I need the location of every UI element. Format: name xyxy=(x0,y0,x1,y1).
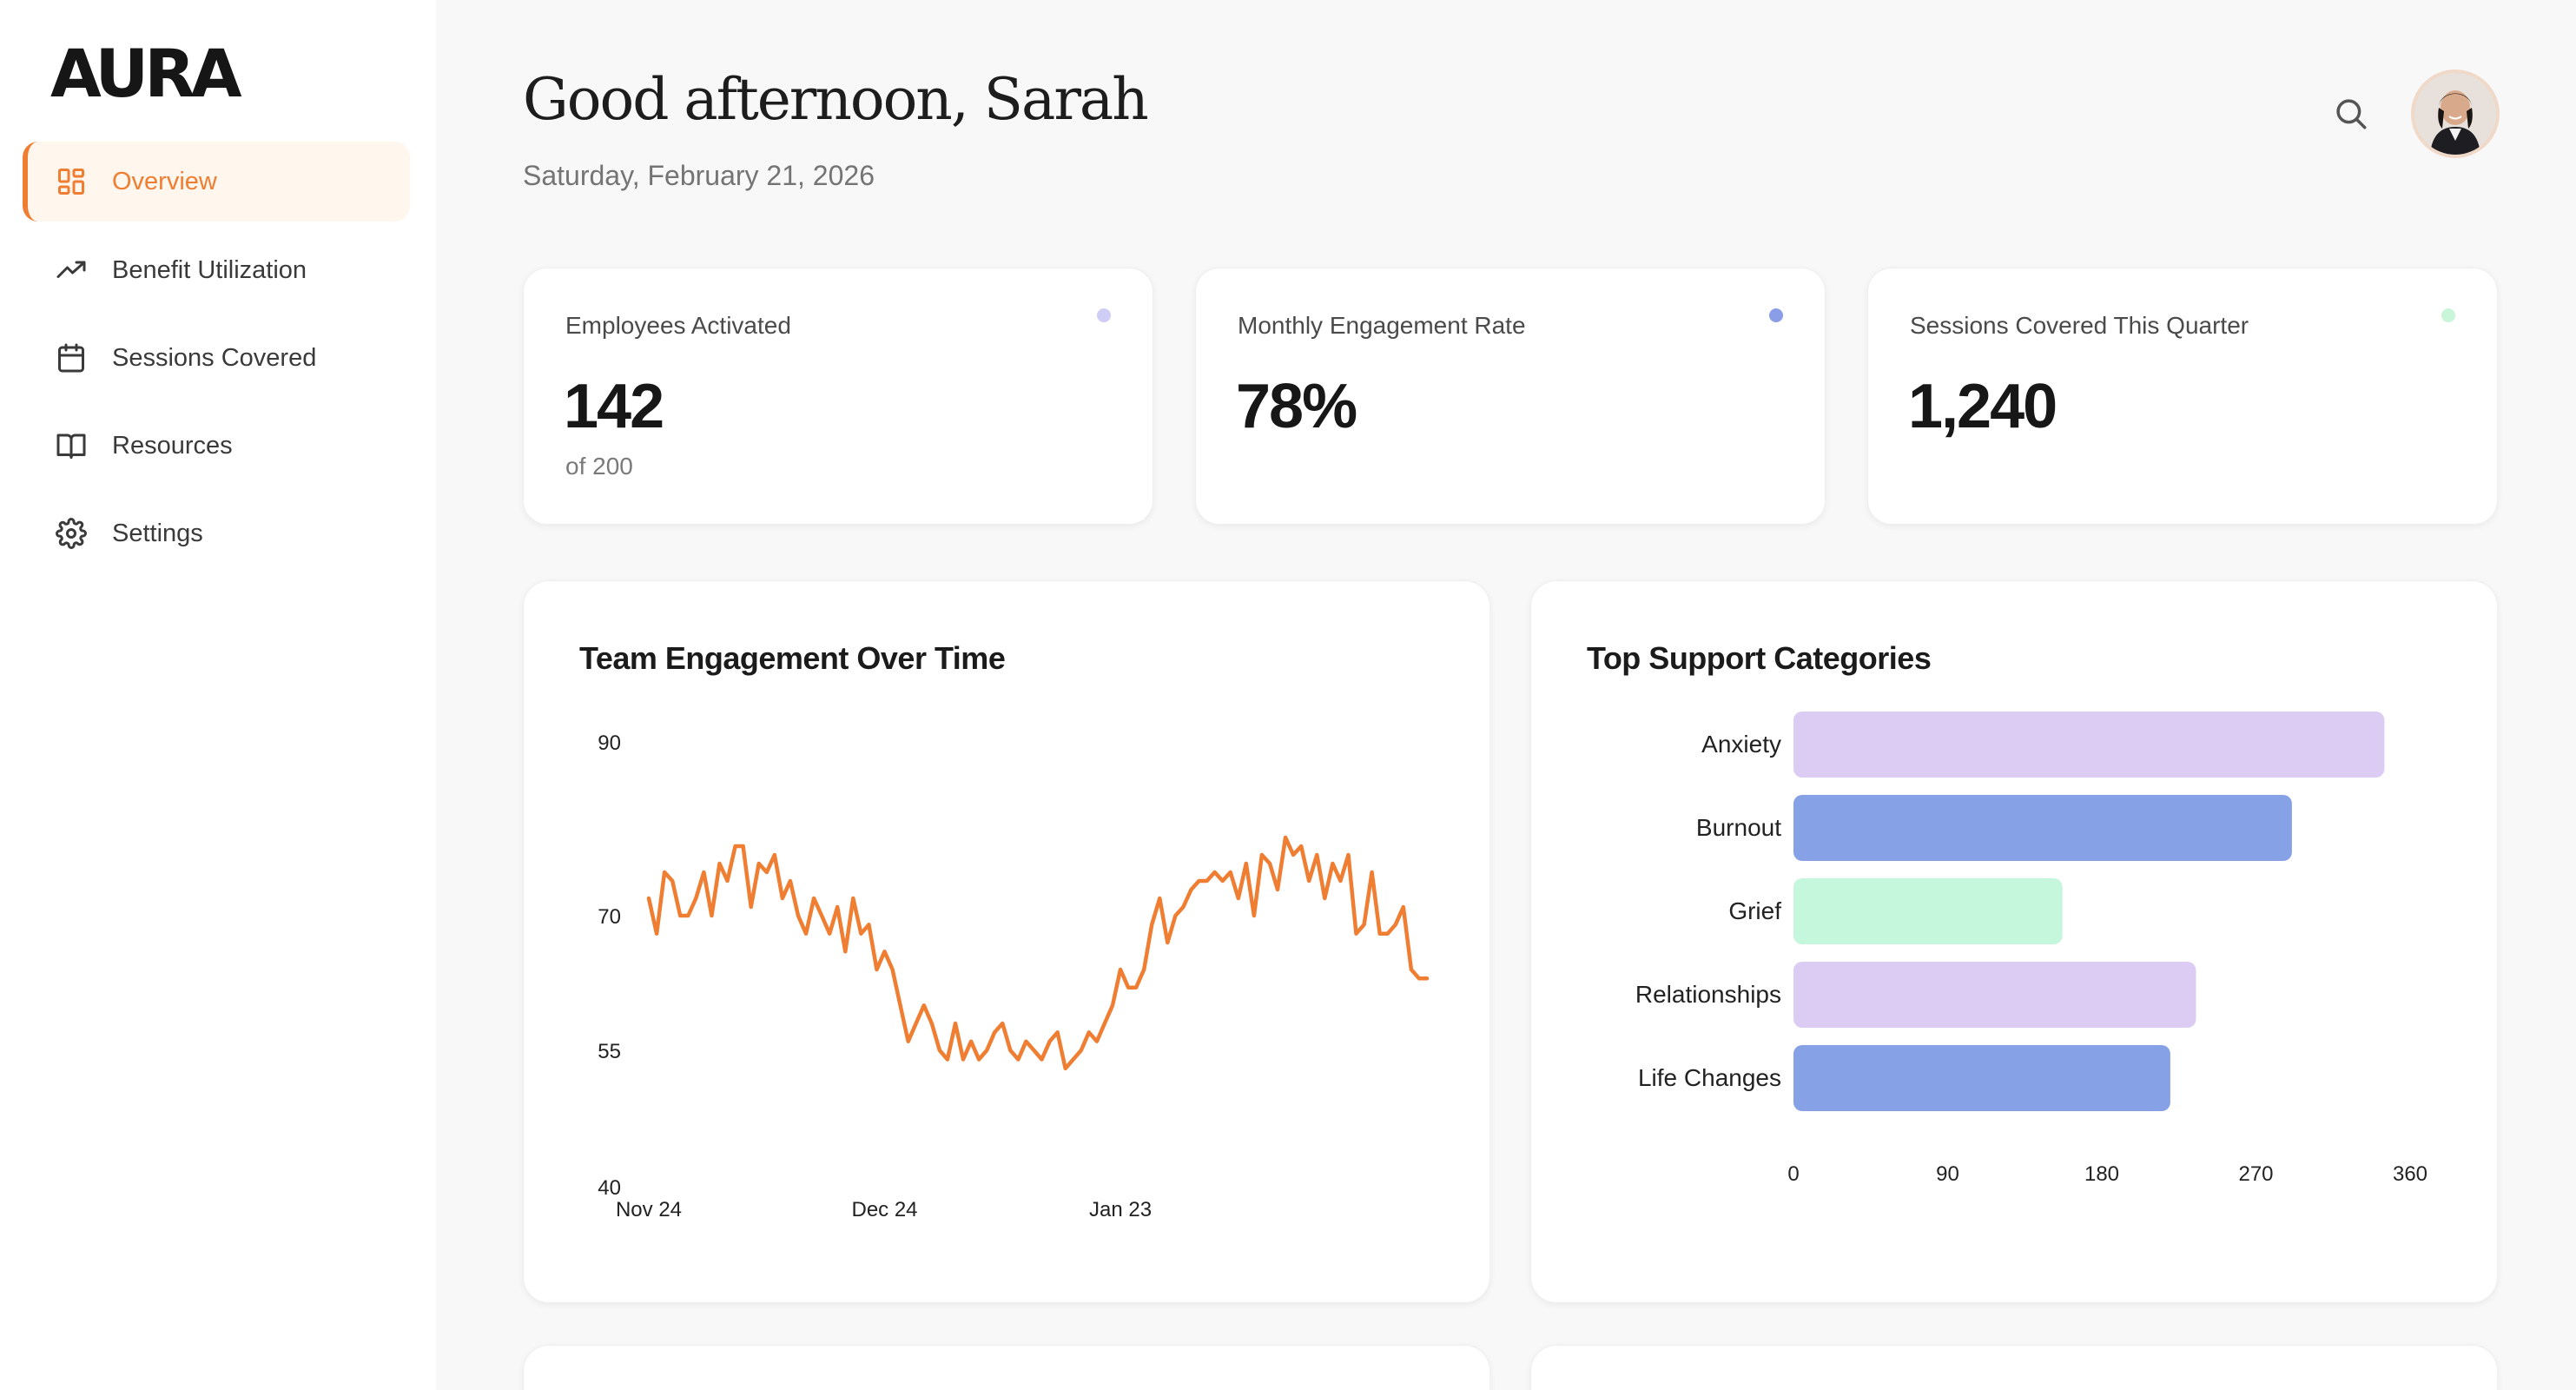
grid-icon xyxy=(58,169,84,195)
x-tick-label: 180 xyxy=(2084,1162,2119,1186)
stat-value: 78% xyxy=(1236,372,1357,441)
current-date: Saturday, February 21, 2026 xyxy=(523,160,875,191)
lower-card-left xyxy=(523,1345,1490,1390)
sidebar-item-label: Resources xyxy=(112,432,233,460)
stat-value: 142 xyxy=(564,372,664,441)
avatar[interactable] xyxy=(2411,70,2500,158)
page-title: Good afternoon, Sarah xyxy=(523,66,1149,133)
stat-card-monthly-engagement-rate: Monthly Engagement Rate 78% xyxy=(1195,268,1826,525)
engagement-series-line xyxy=(646,835,1430,1071)
top-support-categories-card: Top Support Categories Anxiety Burnout Gri… xyxy=(1530,580,2498,1303)
stat-subtext: of 200 xyxy=(565,453,633,480)
chart-title: Team Engagement Over Time xyxy=(579,640,1006,676)
stat-label: Monthly Engagement Rate xyxy=(1238,312,1526,339)
status-dot xyxy=(2441,308,2455,322)
x-tick-label: Dec 24 xyxy=(851,1198,917,1221)
y-tick-label: 90 xyxy=(598,731,621,755)
sidebar-item-sessions-covered[interactable]: Sessions Covered xyxy=(23,318,410,398)
sidebar-item-overview[interactable]: Overview xyxy=(23,142,410,222)
sidebar-item-resources[interactable]: Resources xyxy=(23,406,410,486)
status-dot xyxy=(1769,308,1783,322)
sidebar-item-benefit-utilization[interactable]: Benefit Utilization xyxy=(23,230,410,310)
stat-card-employees-activated: Employees Activated 142 of 200 xyxy=(523,268,1153,525)
category-label: Life Changes xyxy=(1638,1064,1781,1091)
category-label: Grief xyxy=(1728,897,1781,924)
book-icon xyxy=(56,434,86,459)
x-tick-label: Jan 23 xyxy=(1089,1198,1152,1221)
search-icon[interactable] xyxy=(2333,96,2369,132)
y-tick-label: 70 xyxy=(598,905,621,929)
bar-anxiety[interactable] xyxy=(1793,712,2385,778)
y-tick-label: 55 xyxy=(598,1040,621,1063)
bar-burnout[interactable] xyxy=(1793,795,2292,861)
bar-chart: Anxiety Burnout Grief Relationships Life Cha… xyxy=(1635,712,2427,1186)
sidebar-item-label: Overview xyxy=(112,168,217,195)
user-photo xyxy=(2414,73,2496,155)
team-engagement-chart-card: Team Engagement Over Time 90 70 55 40 Nov 24… xyxy=(523,580,1490,1303)
chart-title: Top Support Categories xyxy=(1587,640,1932,676)
gear-icon xyxy=(56,518,87,549)
stat-label: Sessions Covered This Quarter xyxy=(1910,312,2249,339)
calendar-icon xyxy=(58,343,84,373)
x-tick-label: Nov 24 xyxy=(616,1198,682,1221)
lower-card-right xyxy=(1530,1345,2498,1390)
status-dot xyxy=(1097,308,1111,322)
x-tick-label: 0 xyxy=(1787,1162,1799,1186)
x-tick-label: 270 xyxy=(2238,1162,2273,1186)
category-label: Burnout xyxy=(1696,814,1781,841)
bar-relationships[interactable] xyxy=(1793,962,2196,1028)
category-label: Anxiety xyxy=(1701,731,1781,758)
x-tick-label: 90 xyxy=(1936,1162,1959,1186)
stat-label: Employees Activated xyxy=(565,312,791,339)
bar-grief[interactable] xyxy=(1793,878,2063,944)
stat-value: 1,240 xyxy=(1908,372,2057,441)
sidebar-item-settings[interactable]: Settings xyxy=(23,493,410,573)
category-label: Relationships xyxy=(1635,981,1781,1008)
bar-life-changes[interactable] xyxy=(1793,1045,2170,1111)
stat-card-sessions-covered: Sessions Covered This Quarter 1,240 xyxy=(1867,268,2498,525)
y-tick-label: 40 xyxy=(598,1176,621,1200)
app-logo[interactable]: AURA xyxy=(50,35,242,112)
x-tick-label: 360 xyxy=(2393,1162,2427,1186)
sidebar-item-label: Sessions Covered xyxy=(112,344,317,372)
sidebar-item-label: Benefit Utilization xyxy=(112,256,307,284)
trending-up-icon xyxy=(56,261,86,278)
sidebar: AURA Overview Benefit Utilization Sessio… xyxy=(0,0,436,1390)
sidebar-item-label: Settings xyxy=(112,520,203,547)
